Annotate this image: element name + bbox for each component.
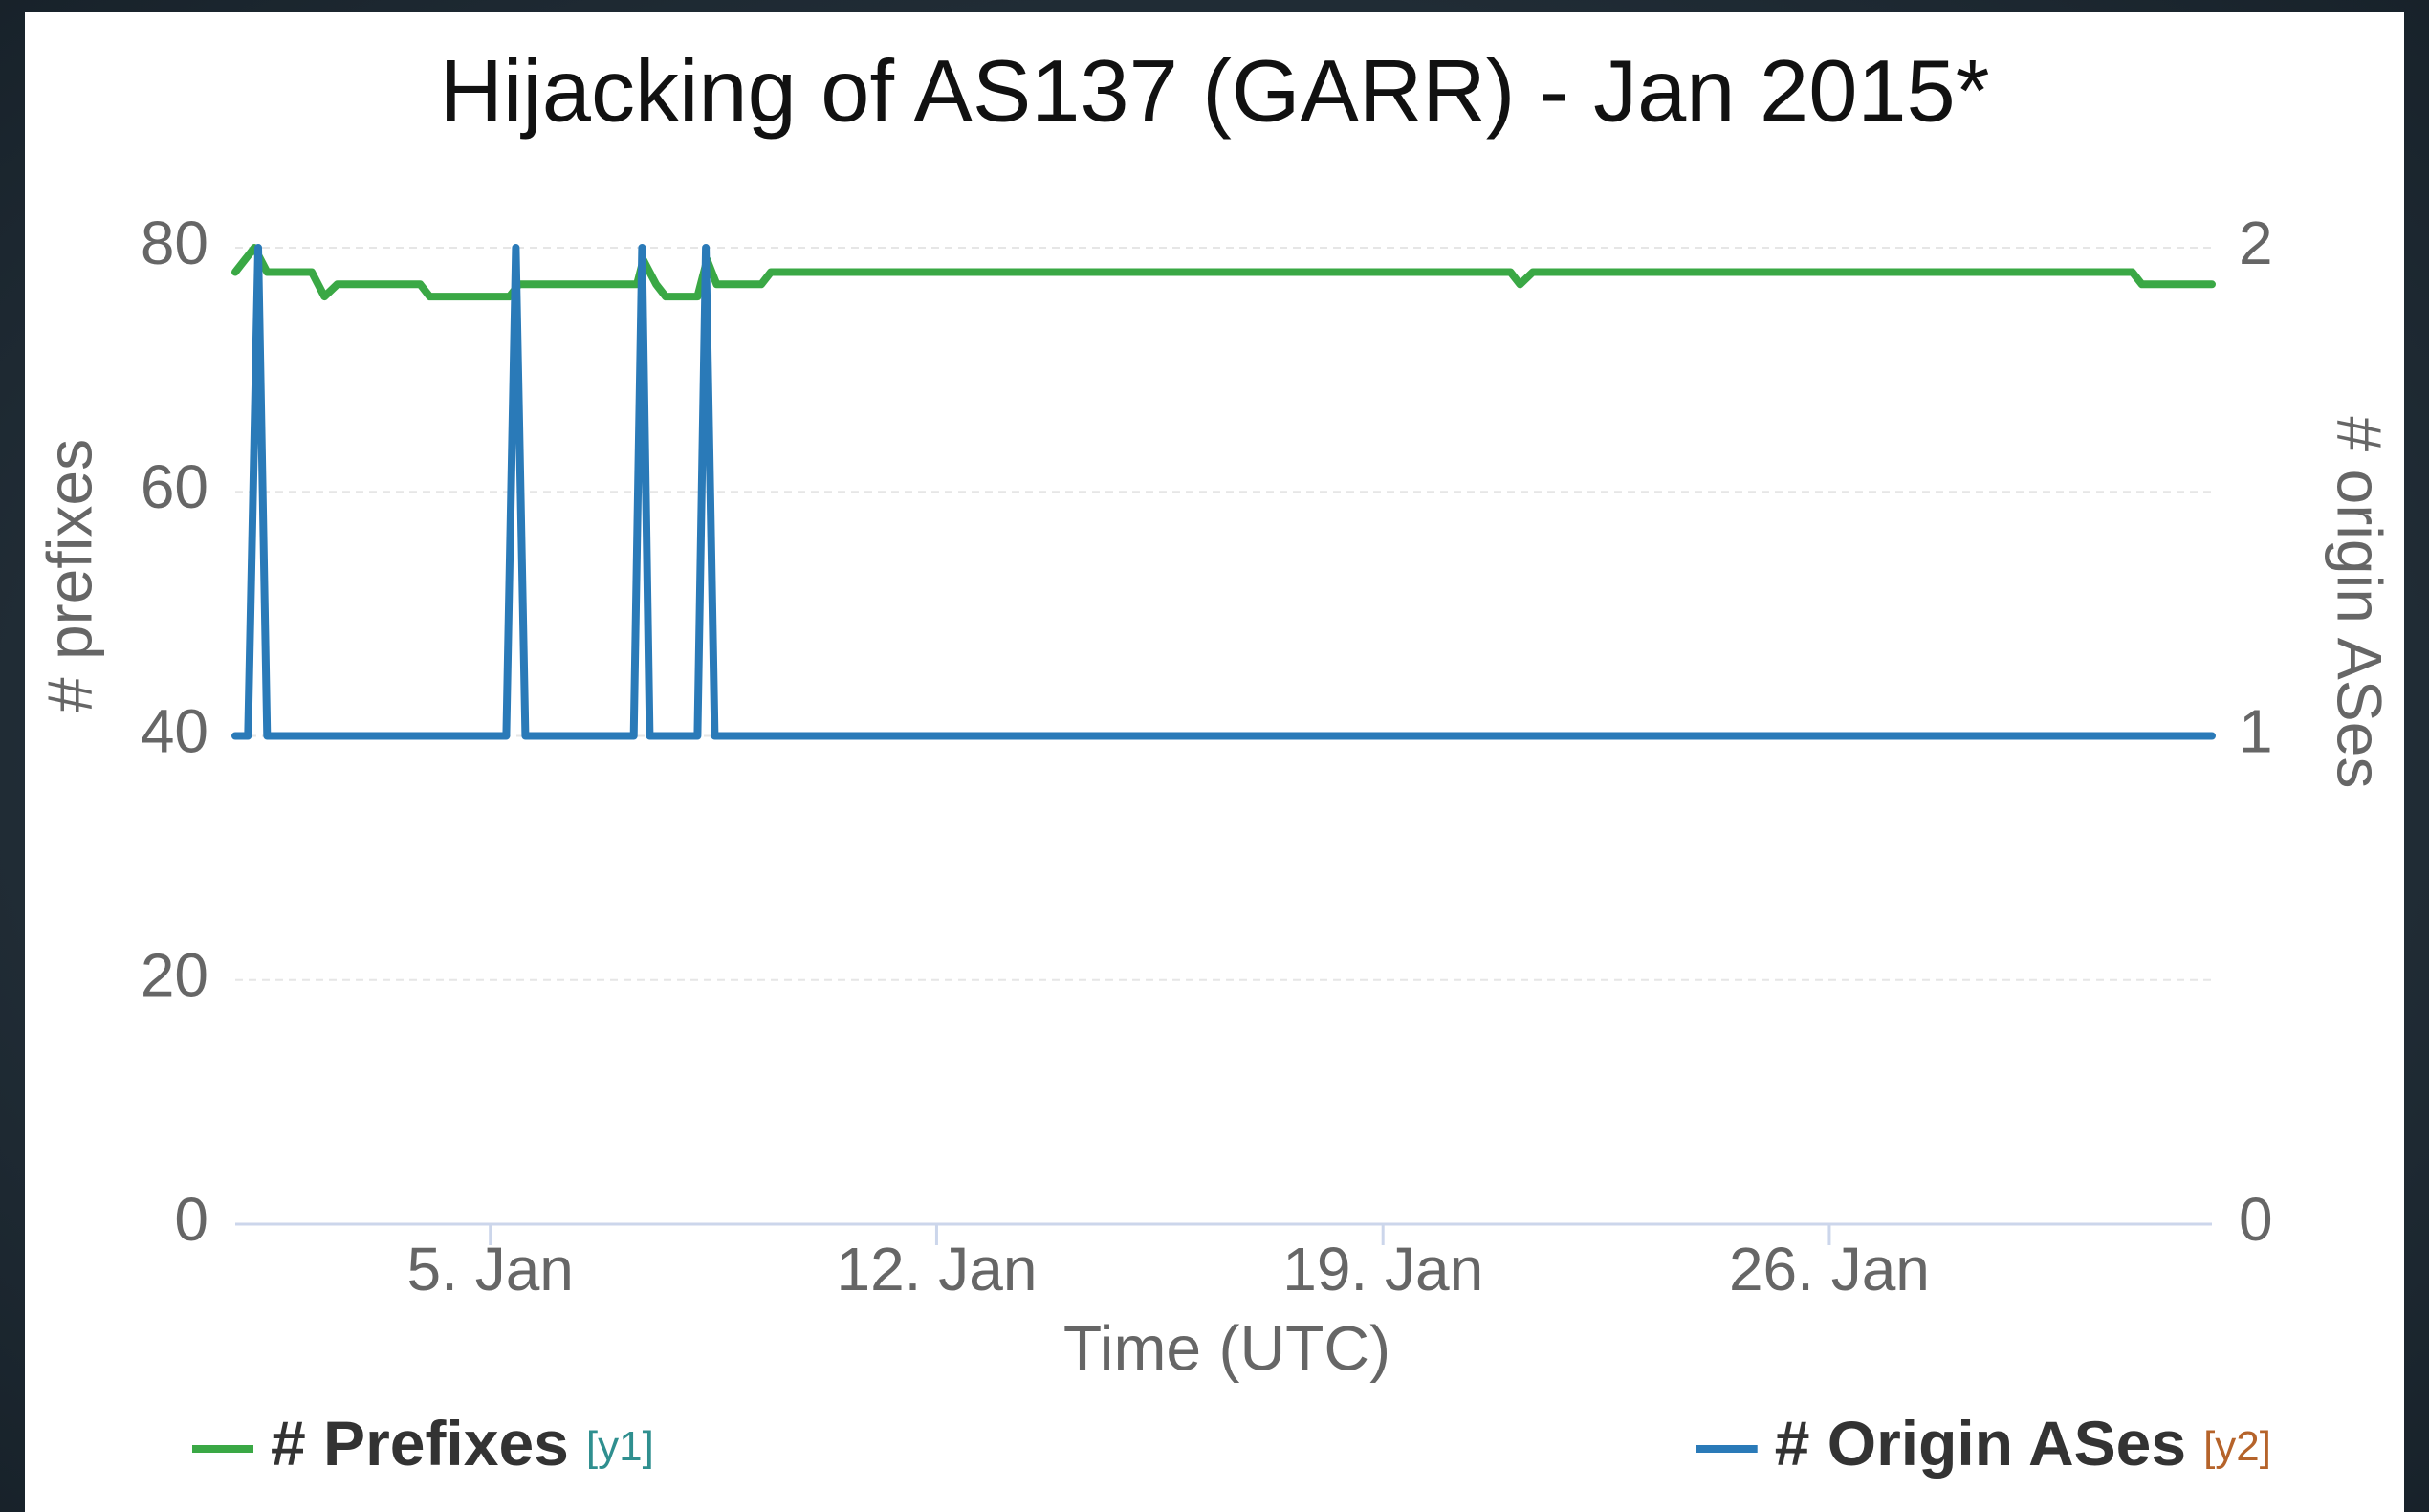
- x-axis-title: Time (UTC): [1063, 1312, 1390, 1383]
- x-tick-label: 26. Jan: [1729, 1235, 1930, 1304]
- y2-tick-label: 1: [2239, 696, 2273, 765]
- x-tick-label: 12. Jan: [836, 1235, 1037, 1304]
- chart-panel: [25, 12, 2404, 1512]
- y-tick-label: 60: [141, 452, 208, 521]
- y-tick-label: 40: [141, 696, 208, 765]
- legend-label: # Prefixes [y1]: [271, 1408, 654, 1479]
- series-line: [231, 244, 2216, 301]
- legend-name: # Origin ASes: [1775, 1408, 2186, 1479]
- legend-tag: [y2]: [2203, 1423, 2271, 1470]
- y2-tick-label: 0: [2239, 1185, 2273, 1254]
- y-tick-label: 0: [174, 1185, 208, 1254]
- y-axis-title: # prefixes: [33, 439, 104, 712]
- y-tick-label: 20: [141, 941, 208, 1010]
- legend-name: # Prefixes: [271, 1408, 569, 1479]
- legend-tag: [y1]: [586, 1423, 654, 1470]
- legend-item: # Prefixes [y1]: [192, 1408, 654, 1479]
- y2-axis-title: # origin ASes: [2325, 417, 2396, 789]
- y2-tick-label: 2: [2239, 208, 2273, 277]
- chart-title: Hijacking of AS137 (GARR) - Jan 2015*: [439, 42, 1989, 140]
- x-tick-label: 5. Jan: [407, 1235, 574, 1304]
- y-tick-label: 80: [141, 208, 208, 277]
- legend-label: # Origin ASes [y2]: [1775, 1408, 2271, 1479]
- series-line: [231, 244, 2216, 740]
- x-tick-label: 19. Jan: [1282, 1235, 1483, 1304]
- legend-item: # Origin ASes [y2]: [1696, 1408, 2271, 1479]
